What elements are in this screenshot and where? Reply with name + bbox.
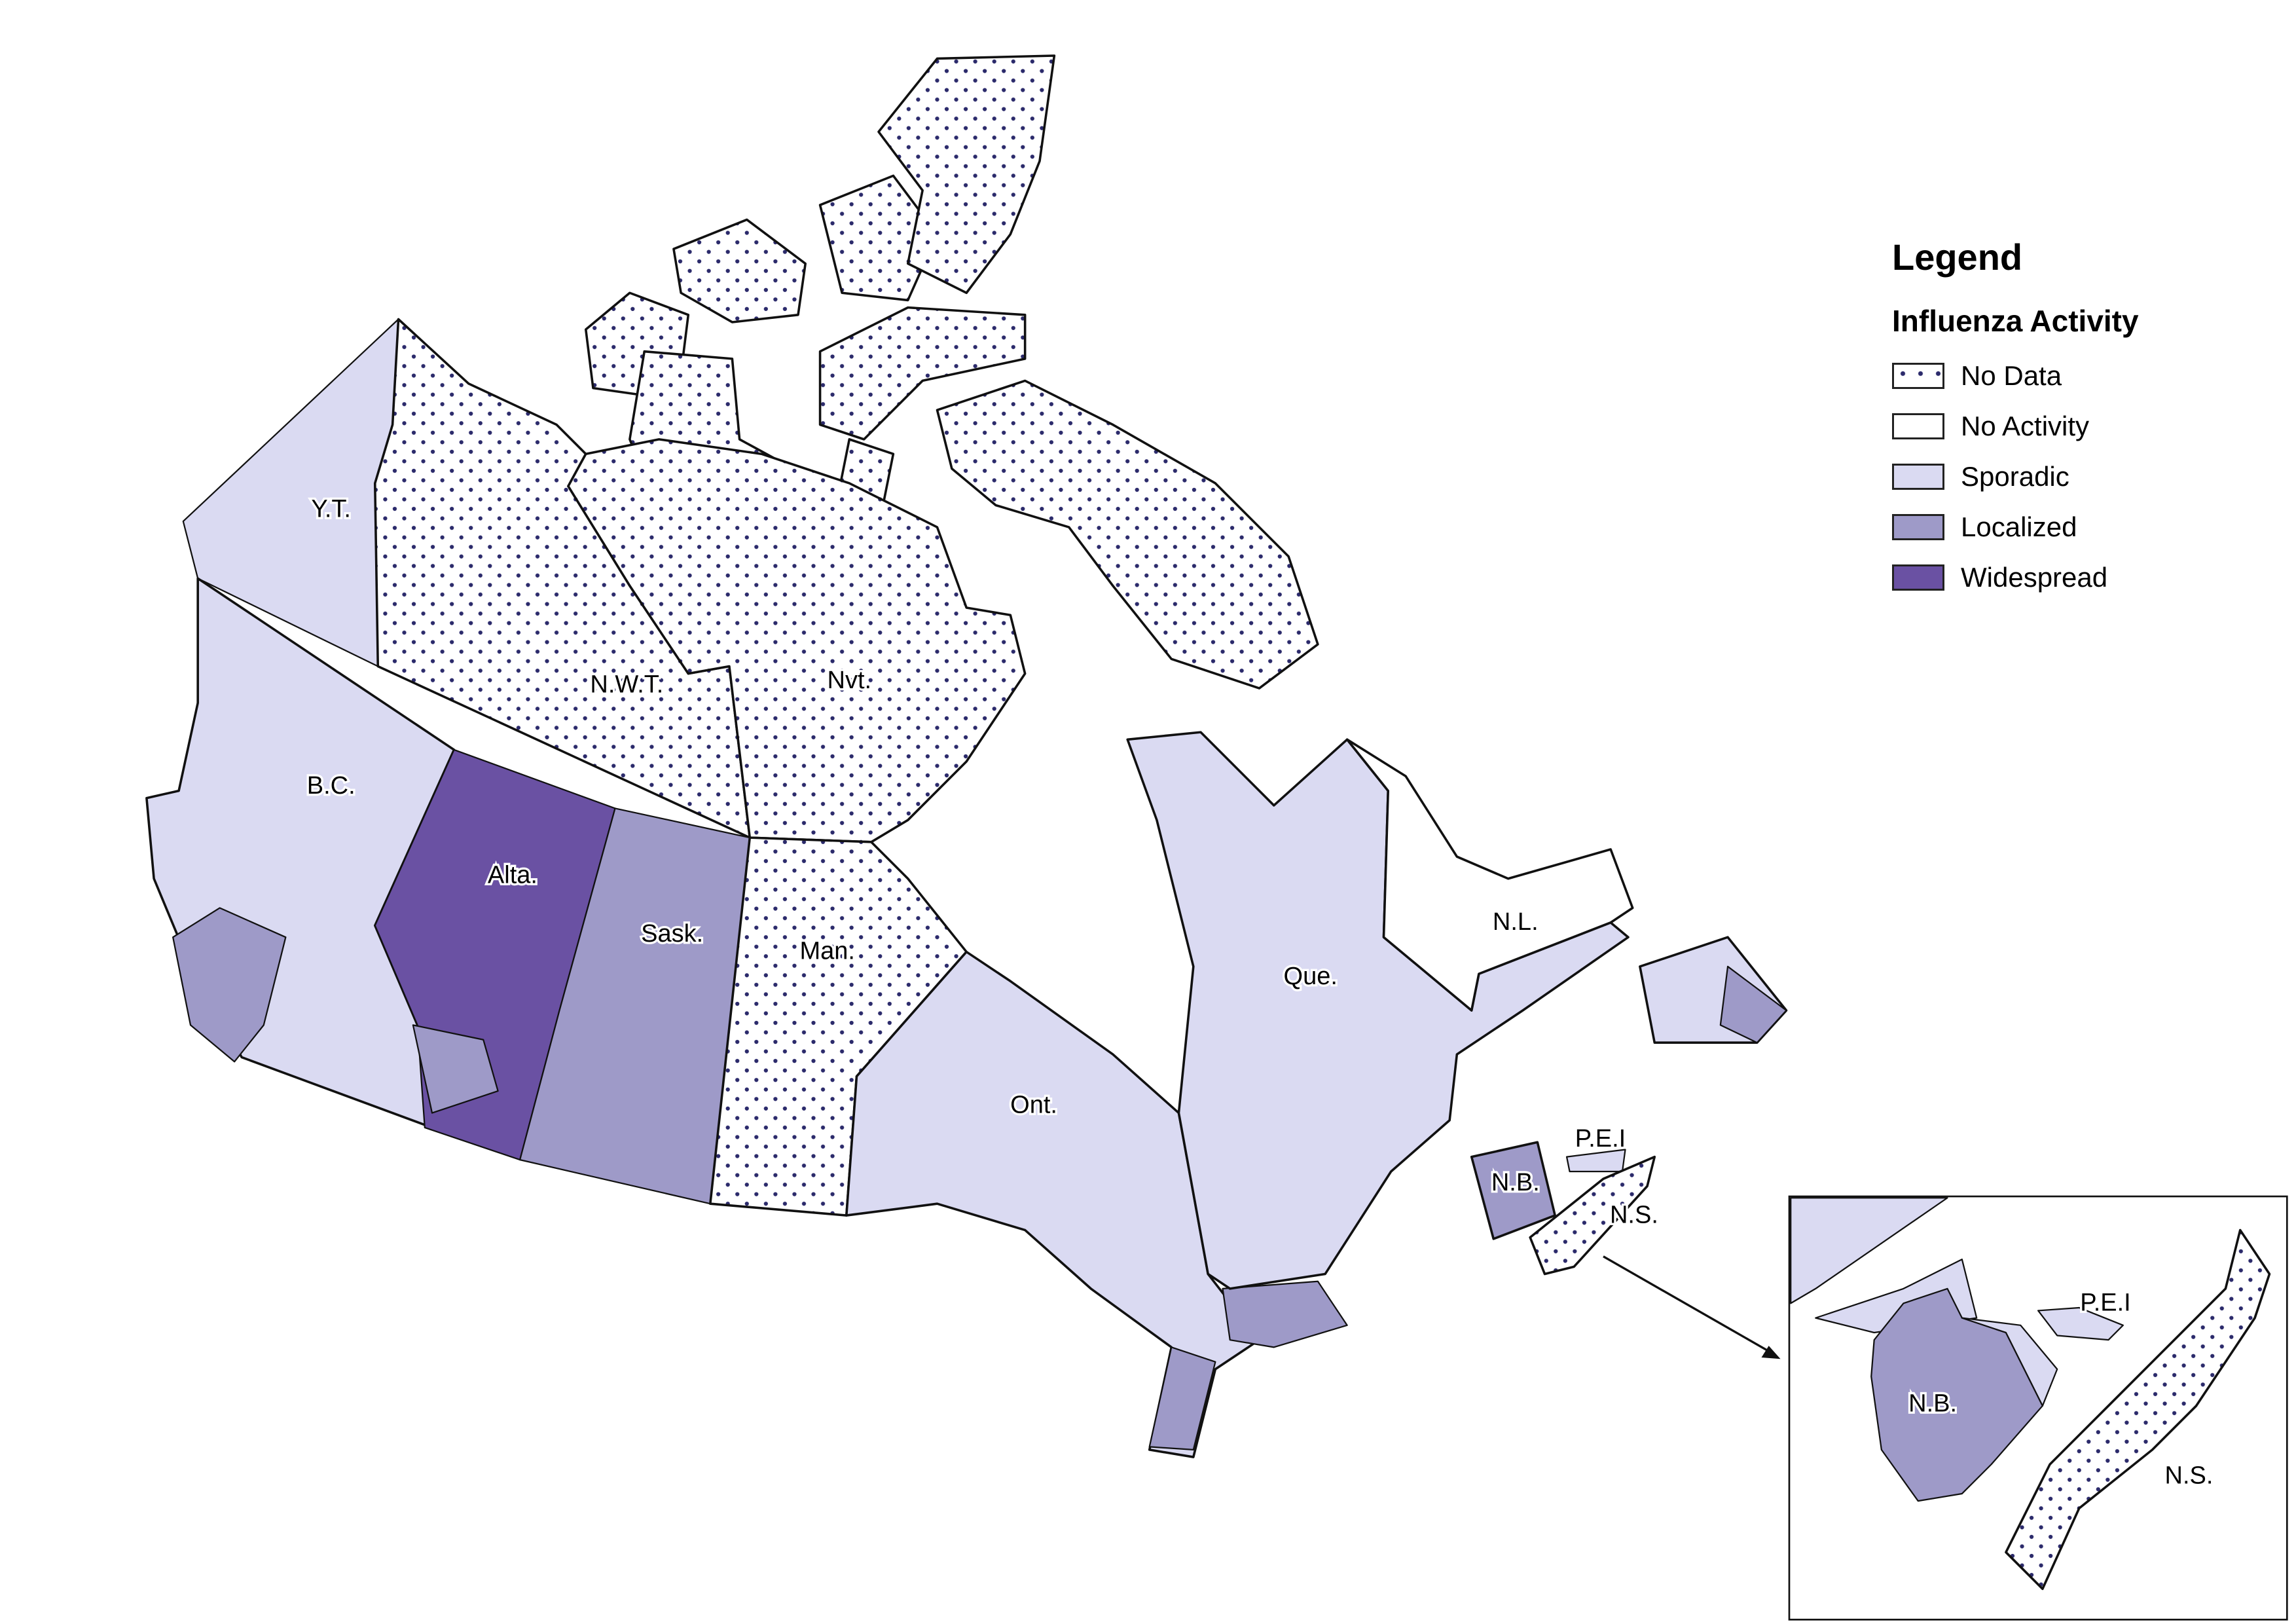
inset-label-pei: P.E.I bbox=[2080, 1289, 2130, 1316]
label-saskatchewan: Sask. bbox=[641, 920, 703, 948]
label-bc: B.C. bbox=[307, 772, 355, 800]
legend-item-no-activity: No Activity bbox=[1892, 401, 2139, 451]
legend-item-no-data: No Data bbox=[1892, 350, 2139, 401]
legend-subtitle: Influenza Activity bbox=[1892, 304, 2139, 338]
legend-item-widespread: Widespread bbox=[1892, 552, 2139, 602]
inset-label-ns: N.S. bbox=[2165, 1462, 2214, 1489]
label-quebec: Que. bbox=[1284, 963, 1338, 990]
maritimes-inset: N.B. P.E.I N.S. bbox=[1788, 1195, 2288, 1621]
region-saskatchewan[interactable] bbox=[519, 807, 751, 1205]
region-nunavut[interactable] bbox=[567, 438, 1027, 843]
swatch-sporadic bbox=[1892, 463, 1944, 490]
region-pei[interactable] bbox=[1565, 1149, 1626, 1173]
inset-label-nb: N.B. bbox=[1908, 1390, 1957, 1418]
legend-label: Widespread bbox=[1961, 561, 2108, 593]
label-manitoba: Man. bbox=[800, 938, 855, 965]
legend-label: Sporadic bbox=[1961, 460, 2069, 492]
legend-item-sporadic: Sporadic bbox=[1892, 451, 2139, 502]
legend-item-localized: Localized bbox=[1892, 502, 2139, 552]
label-yukon: Y.T. bbox=[311, 495, 351, 523]
region-new-brunswick[interactable] bbox=[1470, 1141, 1556, 1240]
swatch-no-data bbox=[1892, 362, 1944, 389]
region-newfoundland-labrador[interactable] bbox=[1345, 738, 1634, 1012]
region-newfoundland-localized-zone bbox=[1719, 965, 1787, 1044]
swatch-widespread bbox=[1892, 564, 1944, 591]
label-ns: N.S. bbox=[1610, 1201, 1658, 1228]
region-nova-scotia[interactable] bbox=[1529, 1155, 1656, 1276]
label-nl: N.L. bbox=[1493, 908, 1539, 936]
swatch-localized bbox=[1892, 513, 1944, 540]
swatch-no-activity bbox=[1892, 413, 1944, 439]
label-pei: P.E.I bbox=[1575, 1125, 1626, 1153]
label-nwt: N.W.T. bbox=[590, 671, 663, 699]
region-bc-localized bbox=[172, 907, 287, 1063]
legend-label: Localized bbox=[1961, 511, 2077, 542]
label-ontario: Ont. bbox=[1010, 1092, 1057, 1119]
label-nunavut: Nvt. bbox=[828, 667, 872, 694]
arctic-islands bbox=[584, 54, 1319, 690]
legend: Legend Influenza Activity No Data No Act… bbox=[1892, 236, 2139, 602]
legend-title: Legend bbox=[1892, 236, 2023, 278]
legend-label: No Activity bbox=[1961, 410, 2090, 441]
legend-label: No Data bbox=[1961, 360, 2062, 391]
inset-arrow bbox=[1603, 1255, 1781, 1359]
label-alberta: Alta. bbox=[488, 861, 538, 889]
region-alberta-localized-zone bbox=[412, 1024, 499, 1114]
region-ontario-localized-zone bbox=[1148, 1280, 1348, 1451]
label-nb: N.B. bbox=[1491, 1169, 1540, 1196]
